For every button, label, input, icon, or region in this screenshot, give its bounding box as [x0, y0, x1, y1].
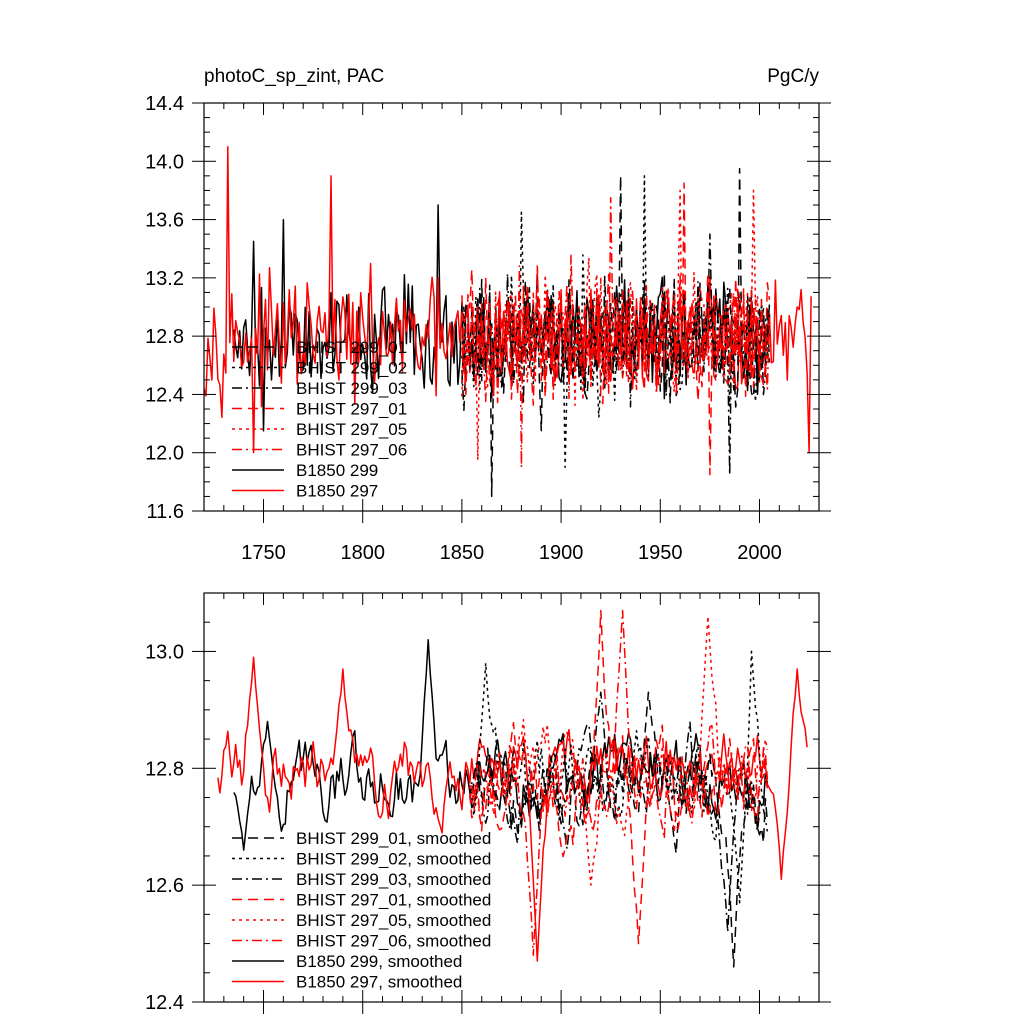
bottom-x-axis	[203, 593, 820, 1014]
bottom-legend-label: BHIST 297_05, smoothed	[296, 911, 491, 930]
top-x-tick-label: 1750	[241, 542, 286, 564]
top-series-b1850-297	[204, 145, 812, 454]
top-legend-label: B1850 297	[296, 482, 378, 501]
top-series-bhist-297-05	[461, 189, 771, 461]
bottom-legend-label: B1850 297, smoothed	[296, 973, 462, 992]
top-x-tick-label: 1950	[638, 542, 683, 564]
bottom-series-bhist-299-01-smoothed	[469, 691, 769, 968]
top-legend-label: BHIST 299_01	[296, 338, 407, 357]
top-legend-label: BHIST 297_05	[296, 420, 407, 439]
top-panel: photoC_sp_zint, PAC PgC/y 1750 1800 1850 19…	[145, 66, 831, 564]
bottom-series-bhist-297-01-smoothed	[469, 609, 769, 945]
top-x-tick-label: 1850	[440, 542, 485, 564]
bottom-series-bhist-299-03-smoothed	[469, 691, 769, 933]
top-y-tick-label: 13.6	[145, 210, 184, 232]
top-y-axis: 11.6 12.0 12.4 12.8 13.2 13.6 14.0 14.4	[145, 93, 831, 523]
bottom-y-tick-label: 13.0	[145, 641, 184, 663]
top-x-tick-label: 1800	[340, 542, 385, 564]
bottom-legend-label: BHIST 299_01, smoothed	[296, 829, 491, 848]
bottom-y-axis: 12.4 12.6 12.8 13.0	[145, 592, 831, 1014]
bottom-legend-label: BHIST 299_02, smoothed	[296, 850, 491, 869]
top-legend-label: BHIST 297_01	[296, 400, 407, 419]
top-y-tick-label: 12.4	[145, 384, 184, 406]
top-y-tick-label: 14.4	[145, 93, 184, 115]
top-y-tick-label: 14.0	[145, 151, 184, 173]
top-panel-units: PgC/y	[767, 66, 819, 87]
bottom-legend-label: BHIST 297_06, smoothed	[296, 932, 491, 951]
bottom-y-tick-label: 12.8	[145, 758, 184, 780]
top-series-bhist-299-03	[461, 233, 771, 476]
top-x-tick-label: 2000	[737, 542, 782, 564]
bottom-legend-label: BHIST 299_03, smoothed	[296, 870, 491, 889]
top-y-tick-label: 12.8	[145, 326, 184, 348]
bottom-legend-label: BHIST 297_01, smoothed	[296, 891, 491, 910]
bottom-series-bhist-297-05-smoothed	[469, 615, 769, 886]
top-legend-label: BHIST 299_02	[296, 359, 407, 378]
top-series-group	[204, 145, 812, 498]
bottom-y-tick-label: 12.6	[145, 875, 184, 897]
top-legend-label: BHIST 299_03	[296, 379, 407, 398]
bottom-y-tick-label: 12.4	[145, 992, 184, 1014]
top-series-bhist-297-06	[461, 196, 771, 469]
top-y-tick-label: 13.2	[145, 268, 184, 290]
bottom-series-bhist-297-06-smoothed	[469, 609, 769, 957]
top-legend-label: BHIST 297_06	[296, 441, 407, 460]
top-x-axis: 1750 1800 1850 1900 1950 2000	[203, 103, 820, 564]
bottom-series-group	[217, 609, 808, 968]
bottom-legend-label: B1850 299, smoothed	[296, 952, 462, 971]
top-y-tick-label: 11.6	[147, 501, 184, 523]
top-legend-label: B1850 299	[296, 461, 378, 480]
top-x-tick-label: 1900	[539, 542, 584, 564]
bottom-legend: BHIST 299_01, smoothed BHIST 299_02, smoo…	[232, 829, 491, 992]
bottom-series-bhist-299-02-smoothed	[469, 650, 769, 904]
top-panel-title: photoC_sp_zint, PAC	[204, 66, 384, 87]
top-series-bhist-297-01	[461, 182, 771, 476]
top-y-tick-label: 12.0	[145, 443, 184, 465]
